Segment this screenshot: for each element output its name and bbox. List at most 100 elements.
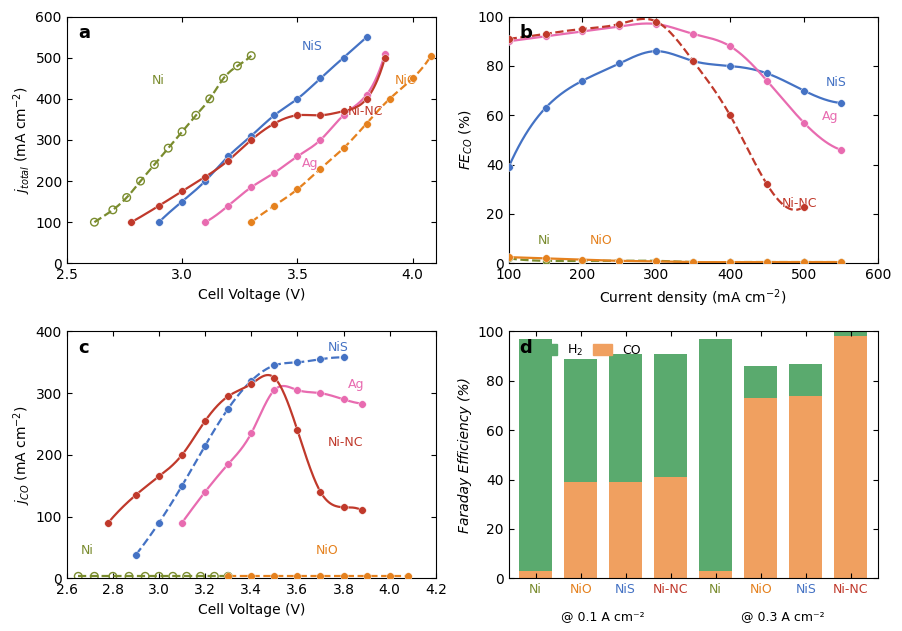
Point: [221, 459, 235, 469]
Point: [152, 471, 166, 481]
Point: [290, 571, 305, 581]
Point: [354, 399, 369, 409]
Y-axis label: $j_{CO}$ (mA cm$^{-2}$): $j_{CO}$ (mA cm$^{-2}$): [11, 405, 32, 505]
Point: [198, 487, 212, 497]
Bar: [789, 363, 822, 396]
Point: [193, 571, 207, 581]
Text: Ag: Ag: [348, 378, 364, 391]
Bar: [834, 331, 867, 336]
Point: [400, 571, 415, 581]
Text: @ 0.3 A cm⁻²: @ 0.3 A cm⁻²: [741, 610, 825, 623]
Point: [538, 256, 553, 266]
Point: [612, 256, 627, 266]
Point: [138, 571, 152, 581]
Point: [267, 110, 281, 121]
Point: [71, 571, 86, 581]
Text: Ni-NC: Ni-NC: [348, 105, 383, 118]
Point: [382, 94, 397, 104]
Bar: [744, 398, 777, 578]
Point: [359, 90, 373, 100]
Point: [538, 32, 553, 42]
Point: [244, 571, 259, 581]
Point: [649, 256, 664, 266]
Point: [759, 76, 774, 86]
Point: [221, 155, 235, 165]
Legend: H$_2$, CO: H$_2$, CO: [533, 338, 646, 363]
Point: [382, 571, 397, 581]
Point: [267, 385, 281, 395]
Text: b: b: [520, 24, 532, 42]
Text: NiO: NiO: [590, 233, 612, 247]
Y-axis label: $FE_{CO}$ (%): $FE_{CO}$ (%): [457, 110, 474, 170]
Bar: [655, 354, 686, 477]
Text: Ni: Ni: [80, 543, 94, 557]
Text: Ni-NC: Ni-NC: [327, 435, 363, 449]
Text: NiS: NiS: [327, 341, 348, 354]
Point: [359, 119, 373, 129]
Point: [124, 217, 139, 227]
Point: [198, 172, 212, 182]
Point: [244, 217, 259, 227]
Point: [359, 571, 373, 581]
Point: [336, 352, 351, 362]
Point: [244, 376, 259, 386]
X-axis label: Cell Voltage (V): Cell Voltage (V): [198, 603, 305, 616]
Bar: [699, 571, 732, 578]
Point: [101, 517, 115, 528]
X-axis label: Cell Voltage (V): Cell Voltage (V): [198, 288, 305, 302]
Text: Ni-NC: Ni-NC: [782, 197, 817, 209]
Point: [129, 490, 143, 500]
Point: [313, 135, 327, 145]
Text: c: c: [78, 339, 88, 357]
Point: [612, 21, 627, 32]
Point: [244, 379, 259, 389]
Point: [833, 144, 848, 155]
Point: [612, 59, 627, 69]
Point: [267, 571, 281, 581]
Point: [87, 571, 102, 581]
Point: [221, 391, 235, 401]
Point: [129, 550, 143, 560]
Point: [189, 110, 203, 121]
Bar: [655, 477, 686, 578]
Point: [244, 135, 259, 145]
Text: Ni: Ni: [152, 74, 165, 88]
Point: [203, 94, 217, 104]
Text: NiO: NiO: [394, 74, 417, 88]
Point: [796, 257, 811, 267]
Point: [175, 197, 189, 207]
Point: [161, 143, 175, 153]
Point: [686, 257, 700, 267]
Point: [612, 256, 627, 266]
Point: [502, 162, 516, 172]
Point: [313, 110, 327, 121]
Point: [336, 143, 351, 153]
Point: [152, 217, 166, 227]
Point: [244, 182, 259, 192]
Point: [313, 487, 327, 497]
Point: [686, 257, 700, 267]
Point: [359, 32, 373, 42]
Point: [723, 257, 737, 267]
Point: [833, 257, 848, 267]
Point: [221, 404, 235, 414]
Point: [244, 50, 259, 61]
Point: [313, 163, 327, 174]
Point: [575, 256, 590, 266]
Point: [175, 127, 189, 137]
Text: NiS: NiS: [826, 76, 847, 89]
Point: [796, 201, 811, 211]
Point: [290, 385, 305, 395]
Point: [221, 571, 235, 581]
Point: [796, 86, 811, 96]
Point: [723, 110, 737, 121]
Point: [378, 49, 392, 59]
Point: [378, 52, 392, 62]
Text: @ 0.1 A cm⁻²: @ 0.1 A cm⁻²: [561, 610, 645, 623]
Point: [575, 76, 590, 86]
Point: [198, 440, 212, 451]
Point: [290, 184, 305, 194]
Point: [267, 119, 281, 129]
Point: [649, 256, 664, 266]
Point: [336, 52, 351, 62]
